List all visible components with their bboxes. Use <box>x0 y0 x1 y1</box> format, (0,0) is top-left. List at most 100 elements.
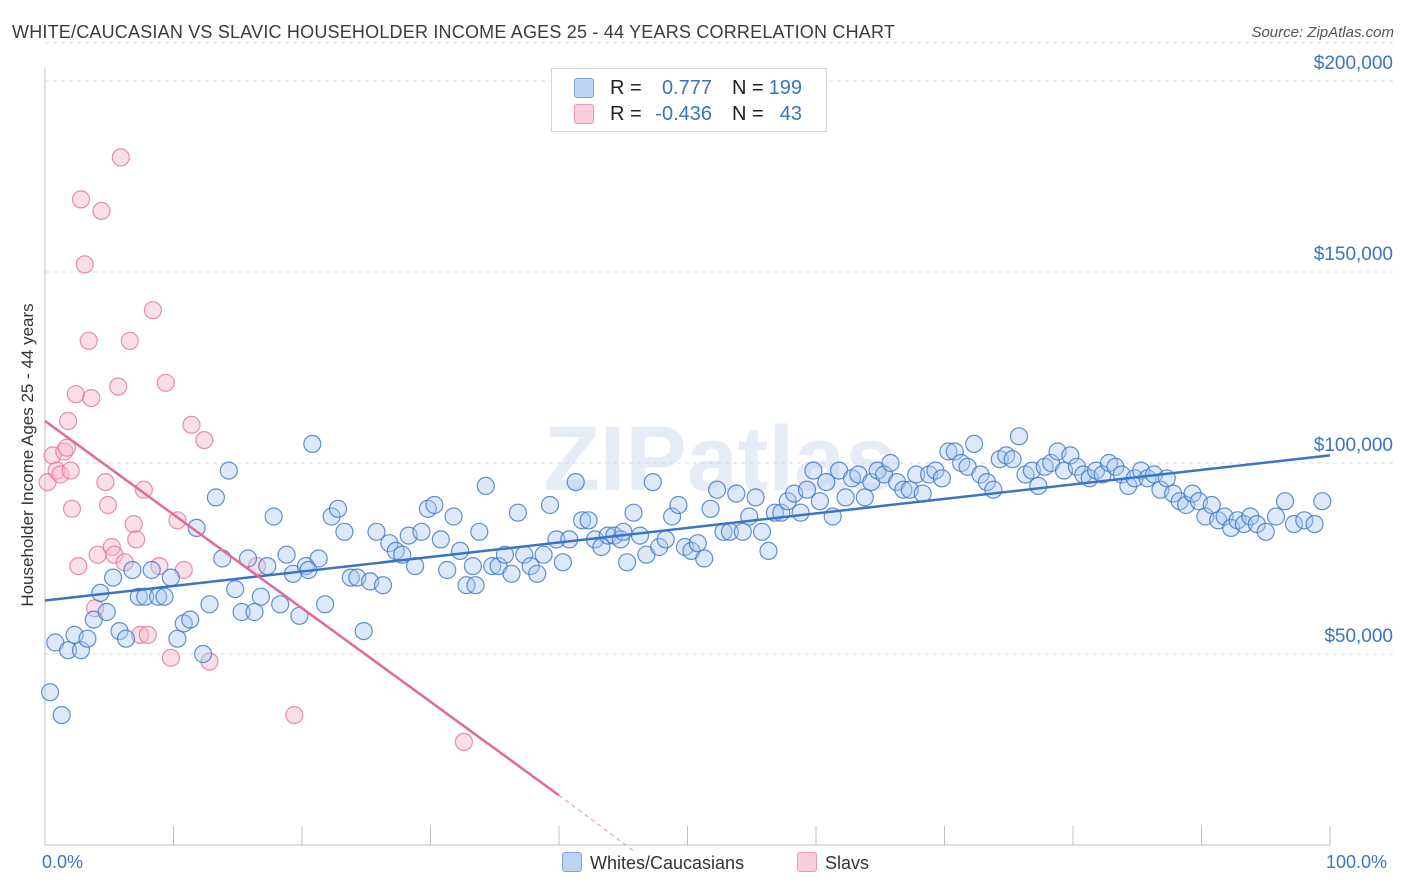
whites-point <box>624 503 643 522</box>
slavs-point <box>168 511 187 530</box>
whites-point <box>1003 450 1022 469</box>
whites-point <box>245 602 264 622</box>
whites-point <box>155 587 174 606</box>
slavs-point <box>285 705 304 725</box>
slavs-point <box>75 255 94 274</box>
slavs-point <box>156 373 175 392</box>
slavs-point <box>115 553 134 572</box>
whites-point <box>1164 484 1183 503</box>
whites-point <box>238 549 258 568</box>
whites-point <box>528 564 547 583</box>
whites-point <box>836 488 855 507</box>
slavs-point <box>454 732 473 752</box>
y-tick-label: $100,000 <box>1314 435 1393 456</box>
whites-point <box>470 522 489 541</box>
whites-point <box>463 556 482 576</box>
slavs-point <box>131 625 150 645</box>
slavs-point <box>120 331 139 350</box>
whites-point <box>123 560 142 580</box>
slavs-point <box>79 331 98 350</box>
whites-point <box>894 480 913 499</box>
whites-point <box>855 488 874 507</box>
whites-point <box>438 560 457 580</box>
whites-point <box>264 507 283 526</box>
whites-point <box>97 602 116 622</box>
slavs-point <box>138 625 157 645</box>
whites-point <box>142 560 161 580</box>
whites-point <box>1202 495 1221 515</box>
whites-point <box>341 568 360 587</box>
whites-point <box>1061 446 1080 465</box>
whites-point <box>977 473 997 492</box>
whites-point <box>251 587 270 606</box>
legend-n-value: 199 <box>768 77 802 99</box>
legend-swatch-pink <box>574 104 594 124</box>
whites-point <box>932 469 952 488</box>
whites-point <box>213 549 232 568</box>
whites-point <box>226 579 245 599</box>
whites-point <box>1234 514 1254 534</box>
whites-point <box>495 545 515 564</box>
whites-point <box>1266 507 1286 526</box>
whites-point <box>540 495 560 515</box>
whites-point <box>746 488 765 507</box>
whites-point <box>71 641 91 660</box>
whites-point <box>964 434 984 453</box>
slavs-point <box>43 446 62 465</box>
whites-point <box>309 549 328 568</box>
slavs-point <box>62 499 82 518</box>
whites-point <box>476 476 495 495</box>
whites-point <box>129 587 148 606</box>
whites-point <box>103 568 123 587</box>
whites-point <box>431 530 450 549</box>
slavs-point <box>69 556 88 576</box>
series-legend-whites-label: Whites/Caucasians <box>590 853 745 873</box>
whites-point <box>40 683 60 702</box>
whites-point <box>444 507 463 526</box>
whites-point <box>669 495 688 515</box>
whites-point <box>1009 427 1029 446</box>
whites-point <box>425 495 444 515</box>
whites-point <box>707 480 727 499</box>
whites-point <box>335 522 354 541</box>
whites-point <box>984 480 1003 499</box>
whites-point <box>971 465 990 484</box>
whites-point <box>791 503 810 522</box>
legend-swatch-blue <box>562 852 582 872</box>
whites-point <box>58 641 78 660</box>
series-legend: Whites/Caucasians Slavs <box>0 852 1406 878</box>
source-label: Source: ZipAtlas.com <box>1251 24 1394 41</box>
slavs-point <box>71 190 91 209</box>
whites-point <box>303 434 322 453</box>
whites-point <box>572 511 592 530</box>
legend-n-value: 43 <box>779 103 802 125</box>
whites-point <box>939 442 958 461</box>
whites-point <box>759 541 778 561</box>
whites-point <box>650 537 669 557</box>
whites-point <box>367 522 386 541</box>
whites-point <box>1275 492 1295 511</box>
slavs-trend-line <box>44 419 560 797</box>
whites-point <box>1305 514 1324 534</box>
whites-point <box>534 545 553 564</box>
whites-point <box>804 461 823 480</box>
chart-title: WHITE/CAUCASIAN VS SLAVIC HOUSEHOLDER IN… <box>12 22 896 42</box>
whites-point <box>232 602 251 622</box>
whites-point <box>643 473 662 492</box>
whites-point <box>328 499 348 518</box>
slavs-point <box>98 495 118 515</box>
legend-swatch-blue <box>574 78 594 98</box>
series-legend-whites: Whites/Caucasians <box>562 852 744 874</box>
slavs-point <box>161 648 180 667</box>
axes-layer <box>44 68 1331 846</box>
legend-row-slavs: R = -0.436 N = 43 <box>552 101 826 127</box>
slavs-point <box>124 514 143 534</box>
slavs-point <box>109 377 128 396</box>
slavs-point <box>58 411 78 431</box>
whites-point <box>78 629 97 648</box>
legend-r-label: R = <box>610 77 642 99</box>
whites-point <box>412 522 431 541</box>
slavs-point <box>61 461 80 480</box>
slavs-point <box>92 201 111 220</box>
whites-point <box>701 499 720 518</box>
